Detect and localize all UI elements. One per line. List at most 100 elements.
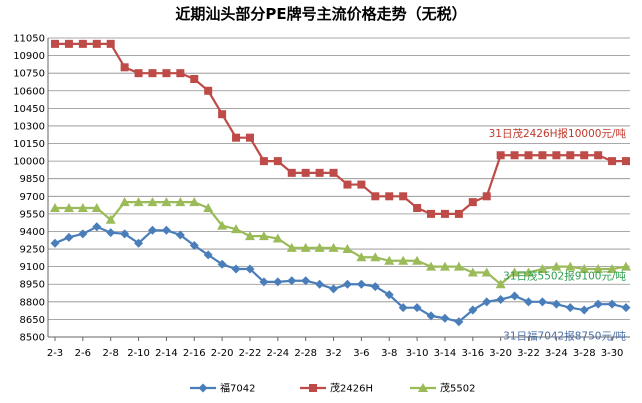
x-tick-label-3-22: 3-22 — [517, 348, 540, 359]
point-茂5502-7 — [147, 197, 158, 207]
x-tick-label-2-22: 2-22 — [239, 348, 262, 359]
point-茂2426H-9 — [176, 69, 185, 78]
point-福7042-11 — [203, 250, 213, 260]
y-tick-label-10300: 10300 — [13, 121, 45, 132]
chart-title: 近期汕头部分PE牌号主流价格走势（无税） — [175, 5, 466, 23]
y-tick-label-9550: 9550 — [20, 209, 45, 220]
x-tick-label-3-8: 3-8 — [381, 348, 397, 359]
series-福7042 — [50, 222, 631, 327]
annotation-茂2426H: 31日茂2426H报10000元/吨 — [489, 127, 627, 140]
point-茂5502-15 — [258, 231, 269, 241]
point-茂2426H-28 — [440, 209, 449, 218]
point-茂5502-23 — [370, 252, 381, 262]
point-茂5502-22 — [356, 252, 367, 262]
point-茂2426H-29 — [454, 209, 463, 218]
point-福7042-9 — [175, 230, 185, 240]
y-axis-tick-labels: 8500 8650 8800 8950 9100 9250 9400 9550 9700 9850… — [13, 34, 45, 344]
y-tick-label-9400: 9400 — [20, 227, 45, 238]
point-福7042-1 — [64, 232, 74, 242]
point-茂2426H-16 — [273, 157, 282, 166]
point-福7042-3 — [92, 222, 102, 232]
point-茂5502-14 — [244, 231, 255, 241]
point-茂2426H-12 — [218, 110, 227, 119]
legend-label-茂2426H: 茂2426H — [330, 382, 373, 395]
point-茂5502-2 — [77, 203, 88, 213]
point-福7042-19 — [315, 279, 325, 289]
point-茂5502-27 — [426, 261, 437, 271]
point-福7042-34 — [524, 297, 534, 307]
y-tick-label-9700: 9700 — [20, 192, 45, 203]
y-tick-label-9250: 9250 — [20, 245, 45, 256]
point-茂5502-19 — [314, 242, 325, 252]
point-茂5502-26 — [412, 255, 423, 265]
x-axis-tick-labels: 2-3 2-6 2-8 2-10 2-14 2-16 2-20 2-22 2-24 2-28 3-2… — [47, 348, 624, 359]
point-茂5502-35 — [537, 263, 548, 273]
annotation-茂5502: 31日茂5502报9100元/吨 — [503, 270, 626, 283]
point-茂5502-4 — [105, 214, 116, 224]
point-茂5502-6 — [133, 197, 144, 207]
y-tick-label-10000: 10000 — [13, 157, 45, 168]
point-茂5502-18 — [300, 242, 311, 252]
legend-item-福7042: 福7042 — [190, 382, 255, 395]
x-tick-label-3-14: 3-14 — [434, 348, 457, 359]
point-茂2426H-18 — [301, 168, 310, 177]
point-茂2426H-14 — [245, 133, 254, 142]
x-tick-label-2-8: 2-8 — [103, 348, 119, 359]
point-茂5502-33 — [509, 267, 520, 277]
y-tick-label-10900: 10900 — [13, 51, 45, 62]
point-福7042-37 — [565, 303, 575, 313]
point-福7042-6 — [134, 238, 144, 248]
point-茂2426H-35 — [538, 151, 547, 160]
x-tick-label-3-28: 3-28 — [573, 348, 596, 359]
point-茂5502-21 — [342, 244, 353, 254]
point-茂2426H-40 — [608, 157, 617, 166]
point-茂2426H-3 — [92, 39, 101, 48]
point-茂5502-0 — [50, 203, 60, 213]
point-茂2426H-36 — [552, 151, 561, 160]
y-tick-label-9100: 9100 — [20, 262, 45, 273]
y-tick-label-8950: 8950 — [20, 280, 45, 291]
point-茂5502-8 — [161, 197, 172, 207]
point-茂2426H-0 — [51, 39, 59, 48]
x-tick-label-2-3: 2-3 — [47, 348, 63, 359]
point-茂2426H-10 — [190, 75, 199, 84]
x-tick-label-3-10: 3-10 — [406, 348, 429, 359]
point-福7042-25 — [398, 303, 408, 313]
point-福7042-27 — [426, 311, 436, 321]
series-group — [50, 39, 631, 327]
y-tick-label-9850: 9850 — [20, 174, 45, 185]
point-茂5502-17 — [286, 242, 297, 252]
y-tick-label-8650: 8650 — [20, 315, 45, 326]
point-茂5502-29 — [453, 261, 464, 271]
legend-item-茂5502: 茂5502 — [410, 382, 475, 395]
point-茂5502-20 — [328, 242, 339, 252]
point-茂5502-16 — [272, 233, 283, 243]
point-福7042-8 — [161, 225, 171, 235]
point-茂2426H-23 — [371, 192, 380, 201]
y-tick-label-8800: 8800 — [20, 297, 45, 308]
grid-lines — [48, 37, 630, 338]
point-茂5502-37 — [565, 261, 576, 271]
x-tick-label-3-2: 3-2 — [325, 348, 341, 359]
point-福7042-28 — [440, 313, 450, 323]
point-福7042-7 — [147, 225, 157, 235]
point-福7042-2 — [78, 229, 88, 239]
point-茂2426H-22 — [357, 180, 366, 189]
point-茂5502-12 — [217, 220, 228, 230]
point-福7042-32 — [496, 294, 506, 304]
point-茂5502-32 — [495, 279, 506, 289]
point-茂2426H-33 — [510, 151, 519, 160]
point-茂2426H-37 — [566, 151, 575, 160]
axes — [47, 38, 630, 341]
point-茂2426H-6 — [134, 69, 143, 78]
point-福7042-16 — [273, 277, 283, 287]
point-福7042-38 — [579, 305, 589, 315]
annotation-福7042: 31日福7042报8750元/吨 — [503, 330, 626, 343]
point-福7042-33 — [510, 291, 520, 301]
point-茂2426H-39 — [594, 151, 603, 160]
point-福7042-35 — [537, 297, 547, 307]
y-tick-label-10150: 10150 — [13, 139, 45, 150]
legend-swatch-marker-福7042 — [198, 383, 208, 393]
point-茂2426H-21 — [343, 180, 352, 189]
x-tick-label-3-6: 3-6 — [353, 348, 369, 359]
